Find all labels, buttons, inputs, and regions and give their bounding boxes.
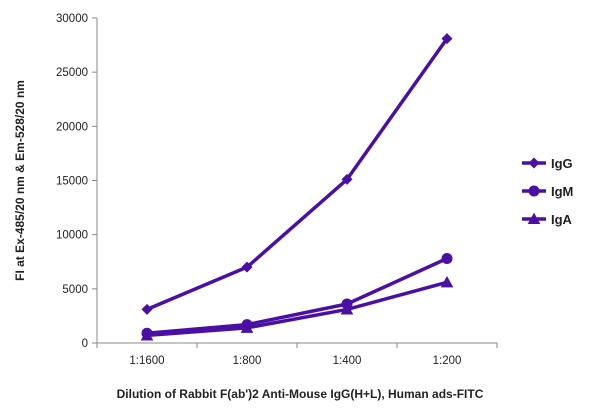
legend-marker-iga — [527, 212, 541, 225]
legend-label-igm: IgM — [551, 184, 573, 199]
data-point-igg — [241, 261, 253, 273]
series-igg — [141, 33, 453, 315]
series-line-igm — [145, 256, 449, 335]
series-line-iga — [145, 280, 449, 338]
data-point-iga — [140, 329, 154, 341]
legend: IgG IgM IgA — [522, 156, 573, 227]
data-point-iga — [340, 303, 354, 315]
x-axis-title: Dilution of Rabbit F(ab')2 Anti-Mouse Ig… — [117, 387, 484, 401]
series-layer — [140, 33, 454, 341]
y-tick-label: 5000 — [62, 284, 88, 296]
legend-marker-igg — [528, 157, 540, 169]
x-tick-label: 1:200 — [433, 355, 462, 367]
data-point-iga — [240, 321, 254, 333]
x-tick-label: 1:800 — [233, 355, 262, 367]
data-point-igg — [141, 303, 153, 315]
legend-label-iga: IgA — [551, 212, 573, 227]
y-tick-label: 20000 — [56, 121, 88, 133]
y-tick-label: 15000 — [56, 176, 88, 188]
y-tick-label: 30000 — [56, 13, 88, 25]
series-line-igg — [145, 36, 449, 312]
series-iga — [140, 276, 454, 341]
data-point-igg — [441, 33, 453, 45]
x-tick-label: 1:1600 — [129, 355, 164, 367]
x-tick-label: 1:400 — [333, 355, 362, 367]
y-axis: 0 5000 10000 15000 20000 25000 30000 — [56, 13, 98, 350]
data-point-igm — [441, 253, 453, 264]
y-tick-label: 0 — [82, 338, 88, 350]
legend-item-igm: IgM — [522, 184, 573, 199]
series-igm — [141, 253, 453, 339]
data-point-iga — [440, 276, 454, 288]
y-axis-title: FI at Ex-485/20 nm & Em-528/20 nm — [13, 80, 27, 281]
y-tick-label: 25000 — [56, 67, 88, 79]
legend-marker-igm — [528, 185, 540, 197]
legend-label-igg: IgG — [551, 156, 573, 171]
legend-item-iga: IgA — [522, 212, 573, 227]
legend-item-igg: IgG — [522, 156, 573, 171]
y-tick-label: 10000 — [56, 230, 88, 242]
x-axis: 1:1600 1:800 1:400 1:200 — [96, 342, 498, 367]
data-point-igg — [341, 173, 353, 185]
